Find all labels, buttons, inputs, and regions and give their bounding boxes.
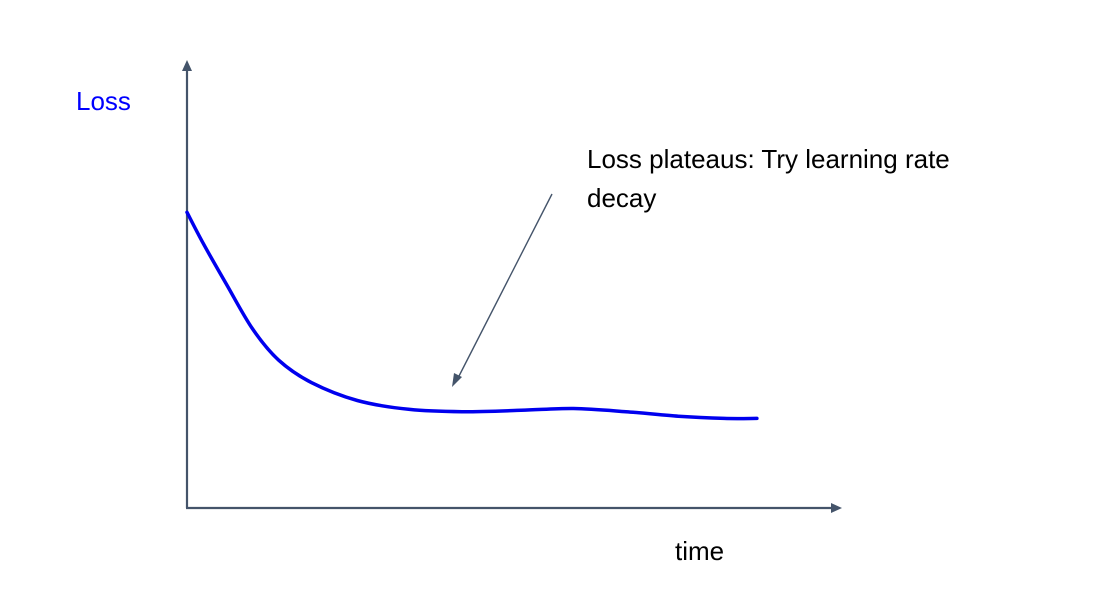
annotation-arrowhead bbox=[452, 373, 462, 387]
annotation-arrow bbox=[457, 193, 553, 379]
x-axis-label: time bbox=[675, 536, 725, 566]
y-axis-label: Loss bbox=[76, 86, 131, 116]
loss-curve bbox=[185, 210, 759, 421]
plateau-annotation: Loss plateaus: Try learning rate decay bbox=[587, 144, 950, 213]
x-axis-arrowhead bbox=[831, 503, 842, 513]
y-axis-arrowhead bbox=[182, 60, 192, 71]
